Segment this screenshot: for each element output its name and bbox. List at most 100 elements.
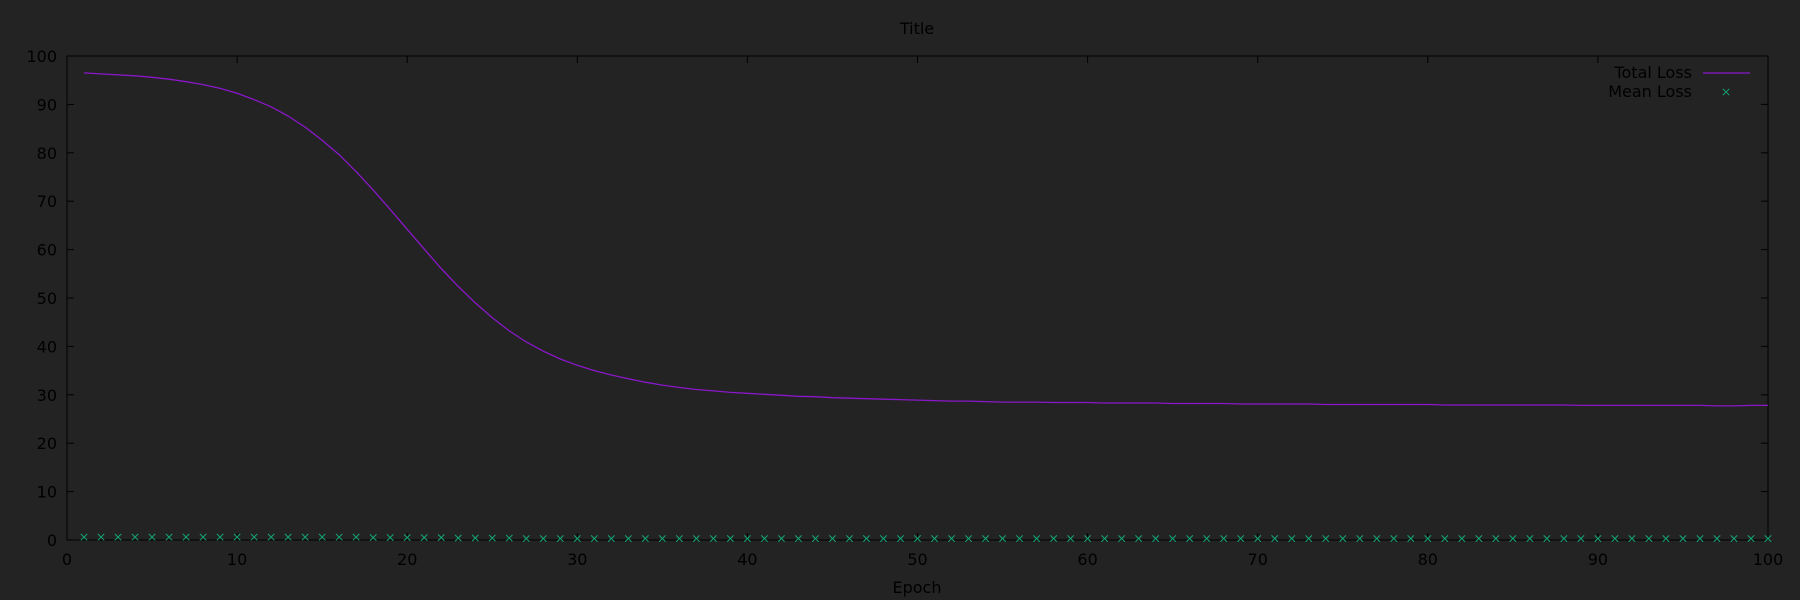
- mean-loss-point-stroke: [284, 533, 292, 541]
- mean-loss-point-stroke: [1254, 534, 1262, 543]
- mean-loss-point: [165, 533, 173, 541]
- mean-loss-point-stroke: [1594, 534, 1602, 543]
- mean-loss-point-stroke: [1305, 534, 1313, 543]
- mean-loss-point: [947, 534, 956, 543]
- y-tick-label: 100: [26, 47, 57, 66]
- mean-loss-point-stroke: [1186, 534, 1194, 543]
- mean-loss-point: [1747, 534, 1755, 543]
- mean-loss-point-stroke: [1747, 534, 1755, 543]
- mean-loss-point: [233, 533, 241, 541]
- mean-loss-point: [250, 533, 258, 541]
- mean-loss-point: [1628, 534, 1636, 543]
- mean-loss-point: [760, 534, 768, 543]
- x-tick-label: 20: [397, 550, 417, 569]
- x-tick-label: 80: [1418, 550, 1438, 569]
- mean-loss-point: [777, 534, 785, 543]
- mean-loss-point-stroke: [1713, 534, 1721, 543]
- mean-loss-point: [590, 534, 598, 543]
- y-tick-label: 90: [37, 95, 57, 114]
- x-axis-title: Epoch: [893, 578, 942, 597]
- y-tick-label: 20: [37, 434, 57, 453]
- mean-loss-point-stroke: [811, 534, 819, 543]
- x-tick-label: 30: [567, 550, 587, 569]
- y-tick-label: 40: [37, 337, 57, 356]
- mean-loss-point: [369, 534, 377, 542]
- y-tick-label: 10: [37, 483, 57, 502]
- mean-loss-point: [794, 534, 802, 543]
- plot-frame: [66, 55, 1769, 541]
- mean-loss-point: [148, 533, 156, 541]
- mean-loss-point: [692, 534, 700, 543]
- x-tick-label: 70: [1248, 550, 1268, 569]
- mean-loss-point-stroke: [1288, 534, 1296, 543]
- mean-loss-point: [1577, 534, 1585, 543]
- mean-loss-point-stroke: [1764, 534, 1772, 543]
- mean-loss-point: [1356, 534, 1364, 543]
- mean-loss-point: [1254, 534, 1262, 543]
- mean-loss-point: [845, 534, 854, 543]
- mean-loss-point-stroke: [981, 534, 990, 543]
- mean-loss-point-stroke: [1237, 534, 1245, 543]
- mean-loss-point: [573, 534, 581, 543]
- mean-loss-point: [1645, 534, 1653, 543]
- mean-loss-point: [301, 533, 309, 541]
- mean-loss-point: [1220, 534, 1228, 543]
- mean-loss-point: [1050, 534, 1058, 543]
- mean-loss-point-stroke: [1135, 534, 1143, 543]
- mean-loss-point: [216, 533, 224, 541]
- mean-loss-point-stroke: [1492, 534, 1500, 543]
- mean-loss-point: [1458, 534, 1466, 543]
- mean-loss-point: [318, 533, 326, 541]
- mean-loss-point: [1305, 534, 1313, 543]
- mean-loss-point: [403, 534, 411, 542]
- mean-loss-point-stroke: [1611, 534, 1619, 543]
- mean-loss-point-stroke: [199, 533, 207, 541]
- legend-label: Total Loss: [1613, 63, 1692, 82]
- x-tick-label: 0: [62, 550, 72, 569]
- mean-loss-point: [998, 534, 1007, 543]
- mean-loss-point-stroke: [437, 534, 445, 542]
- mean-loss-point: [352, 533, 360, 541]
- mean-loss-point-stroke: [233, 533, 241, 541]
- mean-loss-point: [1679, 534, 1687, 543]
- mean-loss-point-stroke: [335, 533, 343, 541]
- mean-loss-point-stroke: [777, 534, 785, 543]
- mean-loss-point-stroke: [1441, 534, 1449, 543]
- mean-loss-point-stroke: [590, 534, 598, 543]
- mean-loss-point-stroke: [165, 533, 173, 541]
- mean-loss-point-stroke: [675, 534, 683, 543]
- mean-loss-point-stroke: [131, 533, 139, 541]
- mean-loss-point-stroke: [998, 534, 1007, 543]
- mean-loss-point-stroke: [1509, 534, 1517, 543]
- mean-loss-point-stroke: [896, 534, 905, 543]
- mean-loss-point: [1662, 534, 1670, 543]
- mean-loss-point: [726, 534, 734, 543]
- mean-loss-point-stroke: [97, 533, 105, 541]
- mean-loss-point: [1033, 534, 1041, 543]
- mean-loss-point: [114, 533, 122, 541]
- mean-loss-point: [1543, 534, 1551, 543]
- mean-loss-point-stroke: [522, 534, 530, 543]
- mean-loss-point-stroke: [539, 534, 547, 543]
- y-tick-label: 60: [37, 241, 57, 260]
- mean-loss-point-stroke: [1033, 534, 1041, 543]
- mean-loss-point: [658, 534, 666, 543]
- mean-loss-point: [1730, 534, 1738, 543]
- series-line-total-loss: [83, 72, 1768, 407]
- mean-loss-point: [199, 533, 207, 541]
- mean-loss-point: [1084, 534, 1092, 543]
- chart-title: Title: [899, 19, 934, 38]
- mean-loss-point: [1186, 534, 1194, 543]
- mean-loss-point-stroke: [471, 534, 479, 542]
- mean-loss-point-stroke: [556, 534, 564, 543]
- mean-loss-point: [828, 534, 837, 543]
- mean-loss-point: [743, 534, 751, 543]
- mean-loss-point: [1373, 534, 1381, 543]
- mean-loss-point-stroke: [845, 534, 854, 543]
- mean-loss-point: [641, 534, 649, 543]
- mean-loss-point-stroke: [1084, 534, 1092, 543]
- mean-loss-point-stroke: [403, 534, 411, 542]
- plot-area: 0 10 20 30 40 50 60 70 80 90 100 0 10 20 30 40 50 60 70 80 9…: [26, 47, 1783, 569]
- mean-loss-point: [182, 533, 190, 541]
